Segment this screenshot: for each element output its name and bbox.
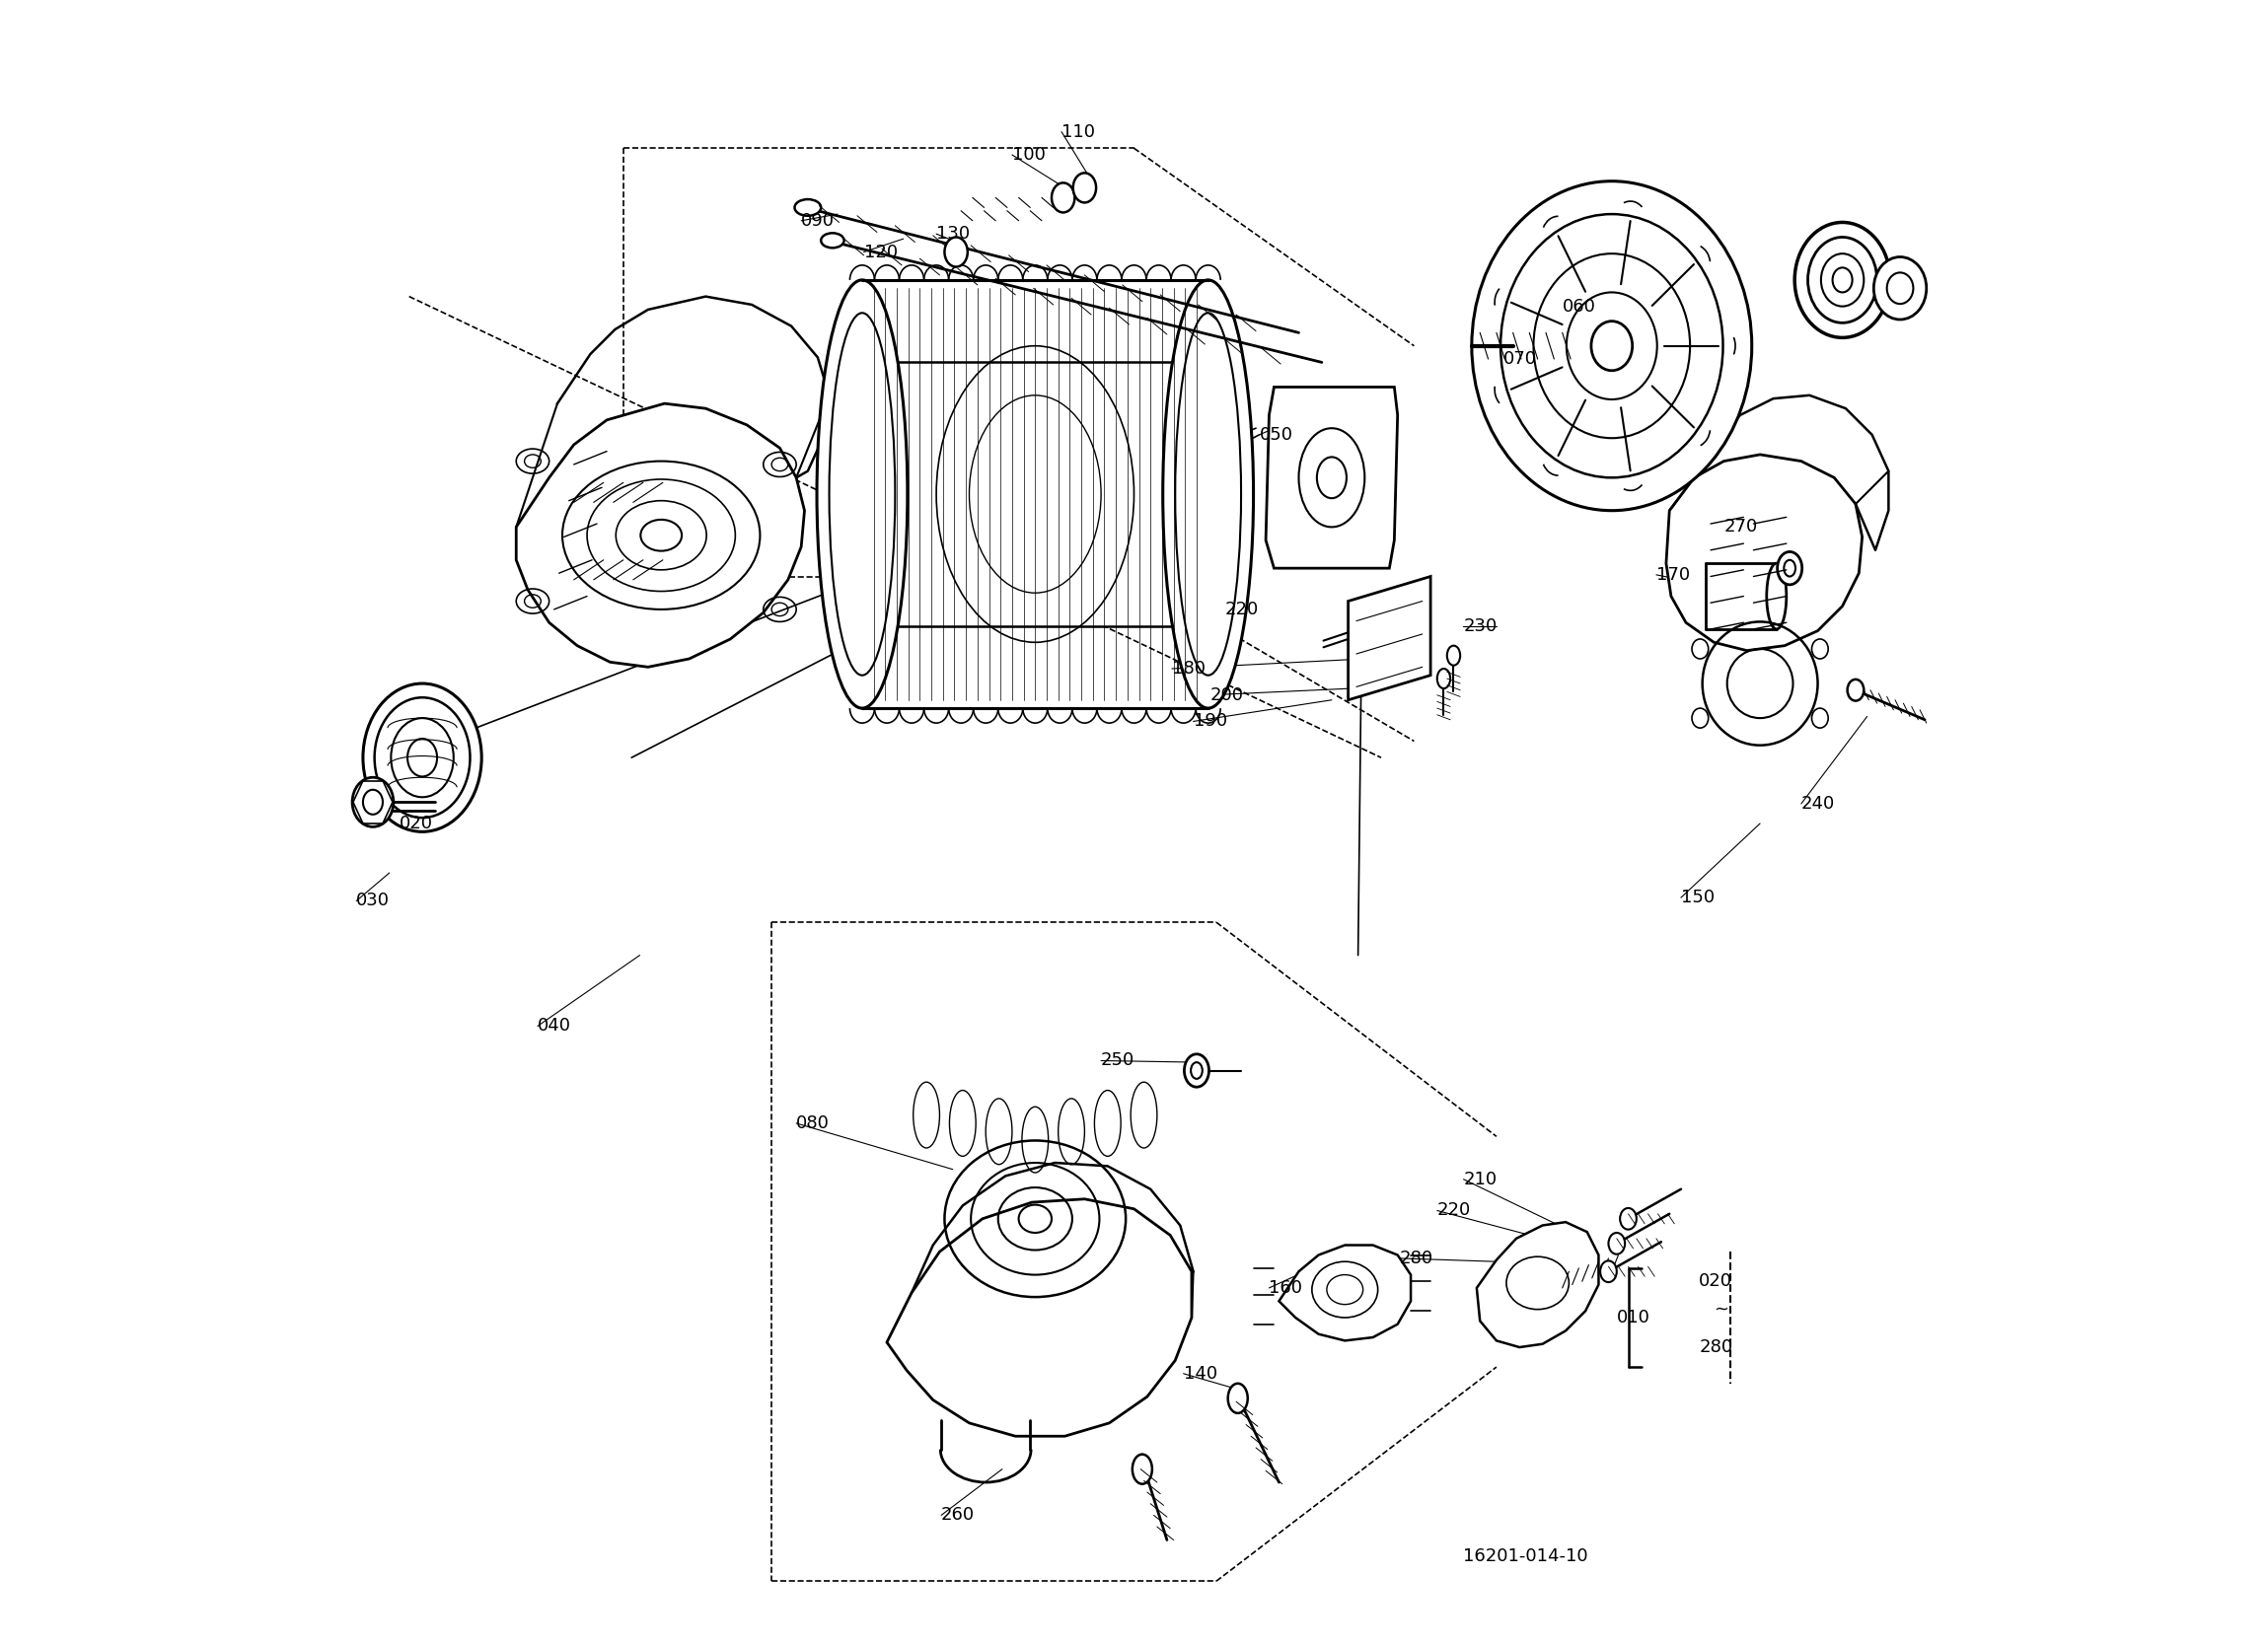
Text: 270: 270 — [1724, 519, 1758, 535]
Text: 140: 140 — [1184, 1365, 1218, 1382]
Polygon shape — [1476, 1222, 1599, 1347]
Text: 030: 030 — [356, 893, 390, 909]
Text: 250: 250 — [1100, 1052, 1134, 1069]
Polygon shape — [517, 404, 805, 667]
Text: 230: 230 — [1463, 618, 1497, 634]
Ellipse shape — [1227, 1383, 1247, 1413]
Text: 260: 260 — [941, 1507, 975, 1523]
Polygon shape — [862, 362, 1209, 626]
Text: 220: 220 — [1438, 1202, 1472, 1219]
Text: 280: 280 — [1699, 1339, 1733, 1355]
Ellipse shape — [1873, 257, 1926, 320]
Text: 070: 070 — [1504, 351, 1538, 367]
Polygon shape — [1347, 576, 1431, 700]
Ellipse shape — [821, 232, 844, 249]
Text: 050: 050 — [1259, 427, 1293, 443]
Text: 060: 060 — [1563, 298, 1597, 315]
Ellipse shape — [1848, 679, 1864, 702]
Text: 280: 280 — [1399, 1250, 1433, 1267]
Text: 190: 190 — [1193, 713, 1227, 730]
Ellipse shape — [1619, 1209, 1637, 1229]
Text: 020: 020 — [399, 815, 433, 832]
Text: 170: 170 — [1656, 567, 1690, 583]
Ellipse shape — [794, 199, 821, 216]
Ellipse shape — [943, 237, 968, 267]
Text: ~: ~ — [1715, 1301, 1728, 1318]
Ellipse shape — [1767, 563, 1787, 629]
Ellipse shape — [1073, 173, 1095, 203]
Text: 090: 090 — [801, 212, 835, 229]
Text: 130: 130 — [937, 226, 971, 242]
Text: 160: 160 — [1270, 1280, 1302, 1296]
Ellipse shape — [1184, 1054, 1209, 1087]
Ellipse shape — [1472, 181, 1751, 511]
Ellipse shape — [1447, 646, 1461, 665]
Text: 240: 240 — [1801, 796, 1835, 812]
Ellipse shape — [1052, 183, 1075, 212]
Text: 120: 120 — [864, 244, 898, 260]
Text: 220: 220 — [1225, 601, 1259, 618]
Polygon shape — [887, 1199, 1191, 1436]
Text: 040: 040 — [538, 1018, 572, 1034]
Text: 110: 110 — [1061, 124, 1095, 140]
Text: 180: 180 — [1173, 660, 1204, 677]
Ellipse shape — [1163, 280, 1254, 708]
Ellipse shape — [1794, 222, 1889, 338]
Ellipse shape — [363, 684, 481, 832]
Ellipse shape — [1778, 552, 1803, 585]
Text: 16201-014-10: 16201-014-10 — [1463, 1548, 1588, 1565]
Text: 150: 150 — [1681, 889, 1715, 906]
Text: 010: 010 — [1617, 1309, 1651, 1326]
Ellipse shape — [1608, 1232, 1624, 1255]
Polygon shape — [1266, 387, 1397, 568]
Text: 020: 020 — [1699, 1273, 1733, 1290]
Ellipse shape — [1132, 1454, 1152, 1484]
Text: 200: 200 — [1209, 687, 1243, 703]
Text: 210: 210 — [1463, 1171, 1497, 1187]
Polygon shape — [1667, 455, 1862, 651]
Ellipse shape — [816, 280, 907, 708]
Text: 080: 080 — [796, 1115, 830, 1131]
Polygon shape — [1279, 1245, 1411, 1341]
Text: 100: 100 — [1012, 147, 1046, 163]
Ellipse shape — [1438, 669, 1449, 688]
Ellipse shape — [352, 777, 392, 827]
Ellipse shape — [1601, 1262, 1617, 1281]
